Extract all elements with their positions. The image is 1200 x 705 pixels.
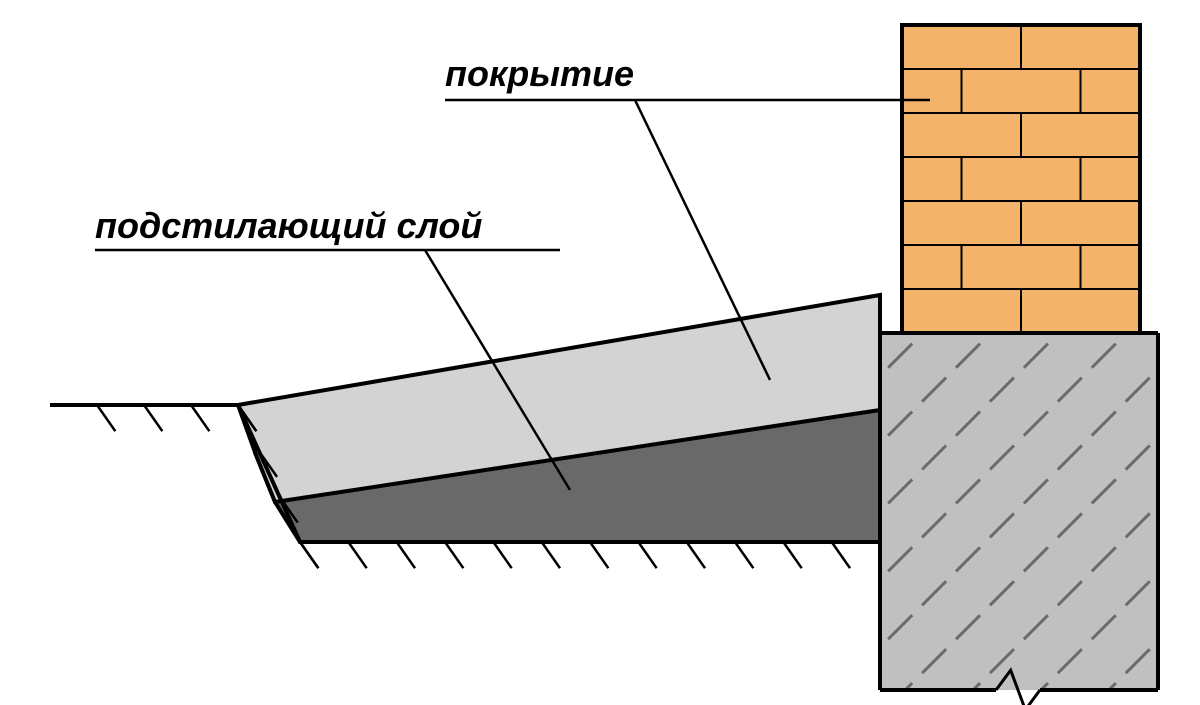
diagram-svg (0, 0, 1200, 705)
diagram-stage: покрытие подстилающий слой (0, 0, 1200, 705)
label-coating: покрытие (445, 53, 634, 95)
label-underlayer: подстилающий слой (95, 205, 482, 247)
